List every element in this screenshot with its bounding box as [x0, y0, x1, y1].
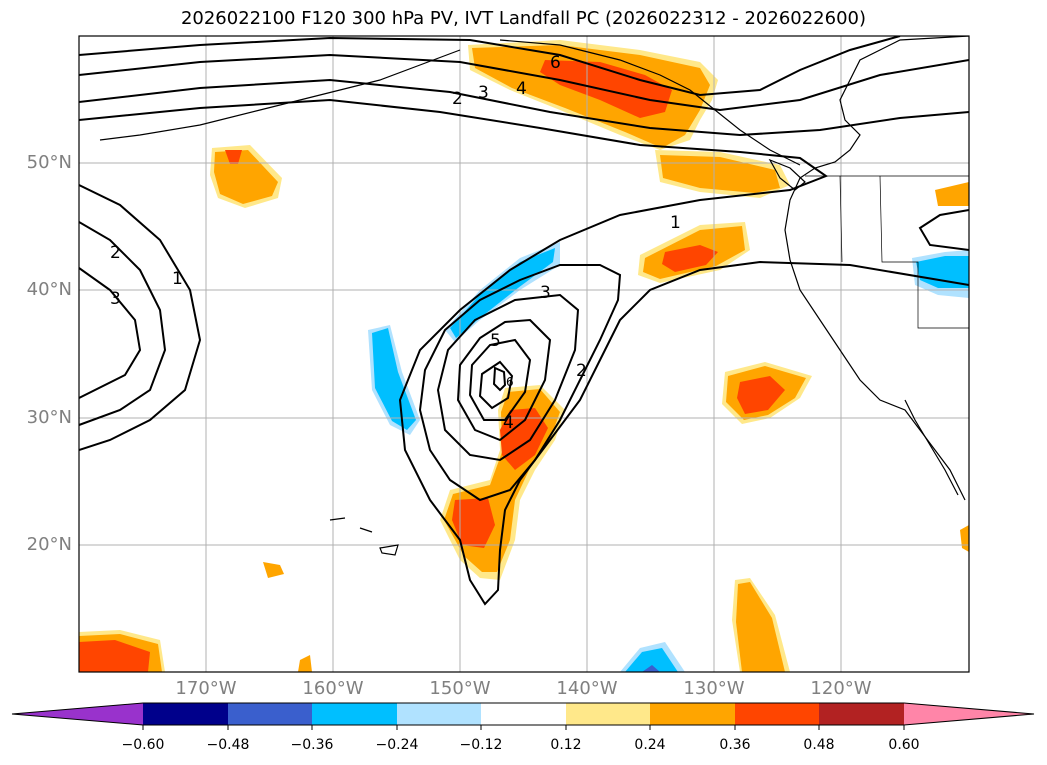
pv-blob-southwest	[79, 640, 150, 672]
contour-label: 4	[503, 413, 514, 433]
pv-blob-gulf-of-alaska	[540, 60, 672, 118]
colorbar-tick-label: −0.24	[375, 737, 419, 753]
pv-blob-east-pacific	[662, 245, 718, 272]
contour-line	[79, 98, 969, 606]
contour-label: 5	[490, 331, 501, 351]
pv-blob-east-edge	[935, 182, 969, 206]
pv-blob-dateline	[225, 150, 242, 164]
longitude-label: 150°W	[429, 678, 491, 699]
contour-line	[79, 221, 167, 426]
colorbar-tick-label: −0.60	[121, 737, 165, 753]
pv-blob-small	[263, 562, 284, 578]
pv-negative-ridge	[450, 248, 555, 338]
colorbar-tick-label: 0.36	[719, 737, 751, 753]
contour-line	[918, 209, 969, 251]
contour-label: 6	[550, 53, 561, 73]
contour-label: 1	[172, 269, 183, 289]
pv-blob-small	[298, 655, 312, 672]
colorbar-tick-label: −0.12	[459, 737, 503, 753]
contour-label: 1	[670, 213, 681, 233]
colorbar-tick-label: 0.48	[803, 737, 835, 753]
colorbar-tick-label: 0.12	[550, 737, 582, 753]
pv-blob-subtropical-trough	[452, 498, 495, 548]
contour-line	[79, 53, 969, 112]
gridlines	[79, 36, 969, 672]
pv-blob-subtropical-trough	[500, 408, 548, 470]
latitude-label: 50°N	[26, 152, 72, 173]
contour-label: 3	[110, 289, 121, 309]
contour-label: 2	[110, 243, 121, 263]
ivt-contours	[79, 36, 969, 606]
pv-shading	[79, 40, 969, 672]
contour-line	[418, 264, 622, 502]
longitude-label: 140°W	[556, 678, 618, 699]
longitude-label: 130°W	[683, 678, 745, 699]
state-borders	[839, 175, 969, 329]
map-frame	[78, 35, 970, 673]
colorbar-tick-label: −0.48	[206, 737, 250, 753]
longitude-label: 120°W	[810, 678, 872, 699]
baja-peninsula	[904, 399, 959, 496]
contour-label: 2	[452, 89, 463, 109]
ocean-background	[79, 36, 969, 672]
map-title: 2026022100 F120 300 hPa PV, IVT Landfall…	[180, 8, 867, 29]
contour-line	[468, 338, 532, 421]
pv-negative-south	[625, 648, 678, 672]
latitude-label: 30°N	[26, 407, 72, 428]
contour-line	[79, 267, 142, 399]
contour-label-group: 2 3 4 6 1 3 5 2 4 6 2 3 1	[110, 53, 681, 433]
contour-line	[436, 293, 580, 462]
political-borders	[805, 175, 969, 329]
pv-blob-off-california	[737, 376, 785, 414]
latitude-label: 20°N	[26, 534, 72, 555]
contour-line	[478, 360, 514, 410]
pv-negative-east	[916, 256, 969, 288]
contour-line	[79, 184, 202, 451]
contour-line	[456, 318, 552, 442]
colorbar-tick-label: 0.24	[634, 737, 666, 753]
contour-label: 3	[540, 283, 551, 303]
contour-label: 6	[506, 375, 514, 389]
colorbar-tick-label: 0.60	[888, 737, 920, 753]
contour-label: 3	[478, 83, 489, 103]
contour-label: 2	[576, 361, 587, 381]
pv-blob-southeast	[736, 582, 785, 672]
contour-line	[79, 36, 901, 97]
latitude-label: 40°N	[26, 279, 72, 300]
north-america-coast	[784, 36, 969, 501]
hawaii-islands	[329, 517, 399, 556]
pv-negative-south	[642, 665, 660, 672]
pv-blob-bc-coast	[660, 155, 780, 193]
contour-line	[492, 366, 507, 392]
alaska-coast	[499, 39, 801, 166]
contour-label: 4	[516, 79, 527, 99]
pv-negative-west	[372, 328, 416, 430]
contour-line	[79, 78, 969, 137]
longitude-label: 160°W	[302, 678, 364, 699]
colorbar-tick-label: −0.36	[290, 737, 334, 753]
longitude-label: 170°W	[175, 678, 237, 699]
